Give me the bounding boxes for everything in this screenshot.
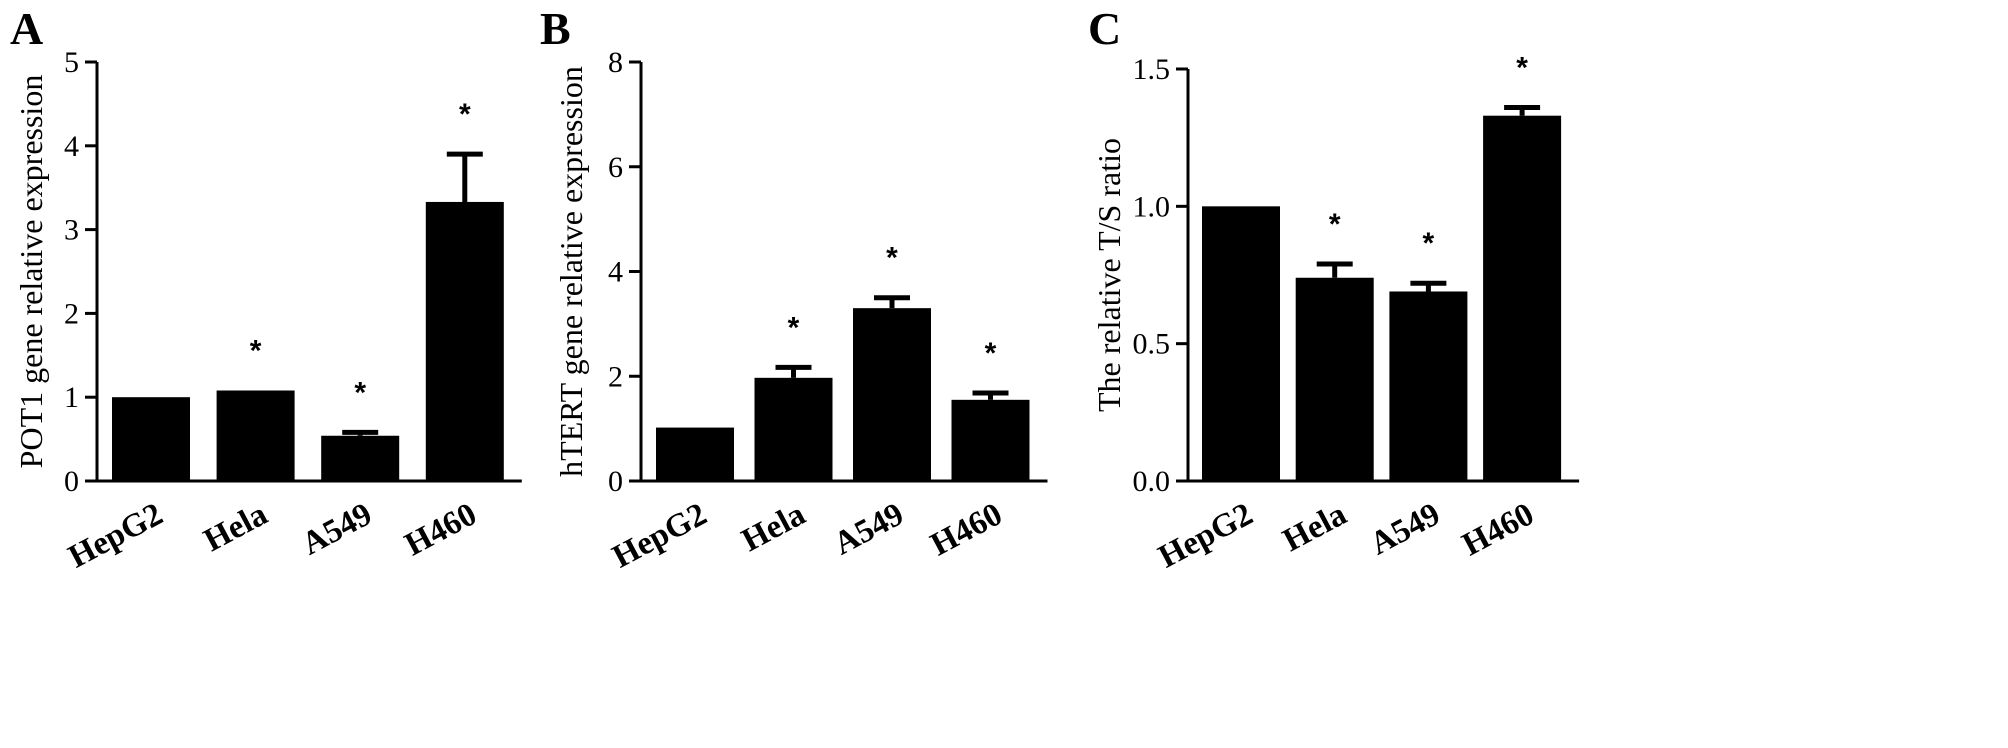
category-label-a549: A549 <box>296 496 378 562</box>
y-tick-label: 3 <box>64 214 79 247</box>
y-tick-label: 1.5 <box>1133 53 1171 86</box>
y-tick-label: 5 <box>64 46 79 79</box>
category-label-a549: A549 <box>1364 496 1446 562</box>
y-tick-label: 0 <box>64 465 79 498</box>
category-label-a549: A549 <box>828 496 910 562</box>
y-tick-label: 8 <box>608 46 623 79</box>
bar-a549 <box>1389 291 1468 481</box>
bar-hela <box>216 390 295 481</box>
bar-h460 <box>1483 115 1562 482</box>
bar-hela <box>1295 277 1374 481</box>
bar-a549 <box>321 435 400 481</box>
y-tick-label: 0 <box>608 465 623 498</box>
category-label-h460: H460 <box>399 496 482 563</box>
bar-h460 <box>951 399 1030 481</box>
y-axis-label: hTERT gene relative expression <box>553 66 589 477</box>
significance-mark: * <box>1329 208 1341 241</box>
y-tick-label: 4 <box>64 130 79 163</box>
panel-letter: C <box>1088 3 1121 54</box>
significance-mark: * <box>1516 51 1528 84</box>
category-label-hepg2: HepG2 <box>1153 496 1259 575</box>
category-label-hepg2: HepG2 <box>63 496 169 575</box>
y-axis-label: POT1 gene relative expression <box>13 75 49 469</box>
category-label-hela: Hela <box>736 496 811 559</box>
category-label-h460: H460 <box>1457 496 1540 563</box>
bar-hepg2 <box>1202 206 1280 482</box>
significance-mark: * <box>985 337 997 370</box>
bar-a549 <box>853 308 931 481</box>
y-tick-label: 1 <box>64 381 79 414</box>
category-label-hela: Hela <box>1277 496 1352 559</box>
y-tick-label: 0.5 <box>1133 328 1171 361</box>
panel-a: A 0 1 2 3 4 5 POT1 gene relative expression HepG… <box>10 3 522 575</box>
category-label-hepg2: HepG2 <box>607 496 713 575</box>
bar-h460 <box>425 201 504 482</box>
significance-mark: * <box>886 242 898 275</box>
significance-mark: * <box>1423 227 1435 260</box>
significance-mark: * <box>250 334 262 367</box>
y-tick-label: 6 <box>608 151 623 184</box>
panel-b: B 0 2 4 6 8 hTERT gene relative expression HepG… <box>540 3 1048 575</box>
bar-hepg2 <box>112 397 190 481</box>
category-label-h460: H460 <box>925 496 1008 563</box>
panel-c: C 0.0 0.5 1.0 1.5 The relative T/S ratio HepG2… <box>1088 3 1580 575</box>
significance-mark: * <box>459 98 471 131</box>
significance-mark: * <box>354 376 366 409</box>
y-tick-label: 4 <box>608 256 623 289</box>
significance-mark: * <box>788 311 800 344</box>
bar-hepg2 <box>656 427 734 481</box>
panel-letter: B <box>540 3 571 54</box>
bar-hela <box>754 377 833 481</box>
y-tick-label: 2 <box>608 360 623 393</box>
y-tick-label: 0.0 <box>1133 465 1171 498</box>
panel-letter: A <box>10 3 43 54</box>
y-tick-label: 1.0 <box>1133 190 1171 223</box>
y-axis-label: The relative T/S ratio <box>1091 138 1127 412</box>
y-tick-label: 2 <box>64 297 79 330</box>
category-label-hela: Hela <box>198 496 273 559</box>
